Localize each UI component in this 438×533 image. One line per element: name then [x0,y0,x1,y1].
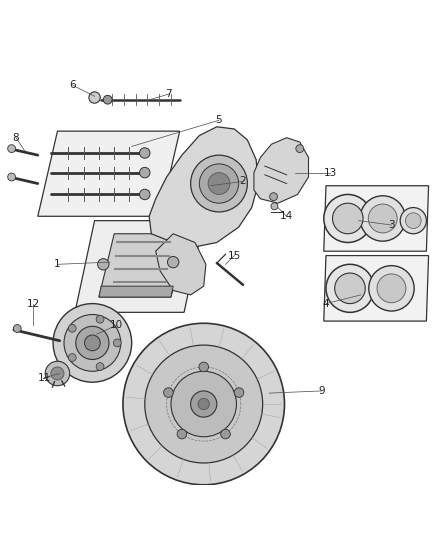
Polygon shape [38,131,180,216]
Text: 11: 11 [38,373,51,383]
Text: 6: 6 [69,80,76,90]
Text: 10: 10 [110,320,123,330]
Circle shape [140,148,150,158]
Circle shape [96,362,104,370]
Circle shape [140,189,150,200]
Text: 3: 3 [388,220,395,230]
Text: 15: 15 [228,251,241,261]
Circle shape [198,398,209,410]
Circle shape [400,207,426,234]
Text: 5: 5 [215,115,223,125]
Circle shape [208,173,230,195]
Circle shape [89,92,100,103]
Circle shape [296,144,304,152]
Circle shape [53,304,132,382]
Polygon shape [155,234,206,295]
Circle shape [145,345,263,463]
Circle shape [68,353,76,361]
Circle shape [45,361,70,386]
Circle shape [199,362,208,372]
Polygon shape [75,221,204,312]
Polygon shape [254,138,308,203]
Circle shape [167,256,179,268]
Polygon shape [149,127,258,247]
Circle shape [360,196,406,241]
Text: 12: 12 [27,298,40,309]
Circle shape [270,193,278,200]
Circle shape [13,325,21,333]
Circle shape [199,164,239,203]
Circle shape [98,259,109,270]
Circle shape [96,316,104,323]
Circle shape [271,203,278,210]
Circle shape [68,325,76,332]
Circle shape [103,95,112,104]
Circle shape [368,204,397,233]
Text: 8: 8 [13,133,19,143]
Circle shape [123,323,285,485]
Polygon shape [324,185,428,251]
Polygon shape [324,256,428,321]
Text: 1: 1 [54,260,61,269]
Text: 13: 13 [324,168,337,177]
Polygon shape [99,234,186,297]
Circle shape [326,264,374,312]
Text: 2: 2 [240,176,246,187]
Circle shape [8,173,15,181]
Text: 9: 9 [318,386,325,396]
Circle shape [332,203,363,234]
Circle shape [324,195,372,243]
Circle shape [191,155,247,212]
Polygon shape [99,286,173,297]
Circle shape [335,273,365,304]
Circle shape [171,372,237,437]
Circle shape [64,314,121,372]
Circle shape [113,339,121,347]
Text: 7: 7 [166,89,172,99]
Circle shape [140,167,150,178]
Circle shape [177,429,187,439]
Circle shape [85,335,100,351]
Circle shape [377,274,406,303]
Circle shape [8,144,15,152]
Circle shape [164,388,173,398]
Circle shape [234,388,244,398]
Circle shape [221,429,230,439]
Circle shape [191,391,217,417]
Circle shape [369,265,414,311]
Circle shape [406,213,421,229]
Circle shape [51,367,64,380]
Text: 14: 14 [280,211,293,221]
Circle shape [76,326,109,359]
Text: 4: 4 [323,298,329,309]
